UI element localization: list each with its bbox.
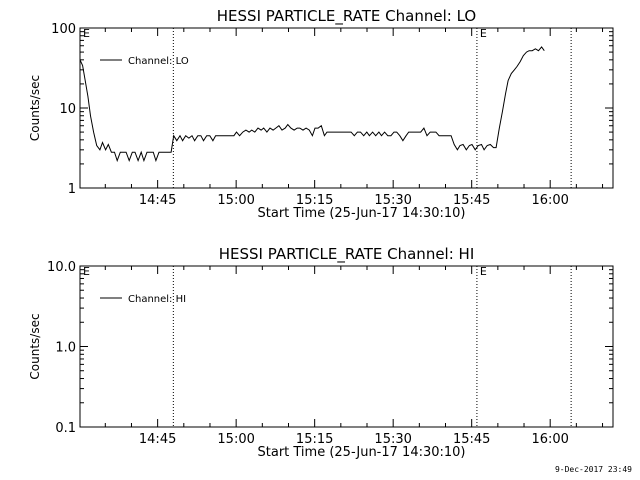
- y-axis-label: Counts/sec: [28, 75, 42, 141]
- x-tick-label: 15:30: [374, 193, 411, 208]
- chart-panel-2: HESSI PARTICLE_RATE Channel: HI Counts/se…: [28, 245, 614, 460]
- x-tick-label: 15:45: [453, 432, 490, 447]
- x-tick-label: 15:30: [374, 432, 411, 447]
- x-tick-label: 16:00: [531, 193, 568, 208]
- x-tick-label: 15:15: [296, 193, 333, 208]
- footer-timestamp: 9-Dec-2017 23:49: [554, 465, 632, 474]
- chart-title: HESSI PARTICLE_RATE Channel: LO: [217, 7, 476, 26]
- series-line: [79, 46, 545, 163]
- event-marker-label: E: [480, 27, 487, 40]
- legend-label: Channel: HI: [128, 294, 186, 305]
- legend-label: Channel: LO: [128, 56, 189, 67]
- plot-frame: [79, 265, 614, 428]
- corner-marker-label: E: [83, 27, 90, 40]
- x-tick-label: 14:45: [139, 432, 176, 447]
- x-tick-label: 15:45: [453, 193, 490, 208]
- y-tick-label: 100: [51, 22, 76, 37]
- y-tick-label: 0.1: [55, 421, 76, 436]
- y-axis-label: Counts/sec: [28, 313, 42, 379]
- x-axis-label: Start Time (25-Jun-17 14:30:10): [258, 206, 466, 221]
- x-tick-label: 15:00: [217, 193, 254, 208]
- y-tick-label: 10: [59, 102, 76, 117]
- event-marker-label: E: [480, 265, 487, 278]
- corner-marker-label: E: [83, 265, 90, 278]
- x-axis-label: Start Time (25-Jun-17 14:30:10): [258, 445, 466, 460]
- y-tick-label: 1.0: [55, 341, 76, 356]
- y-tick-label: 1: [68, 182, 76, 197]
- x-tick-label: 16:00: [531, 432, 568, 447]
- plot-frame: [79, 27, 614, 189]
- chart-panel-1: HESSI PARTICLE_RATE Channel: LO Counts/se…: [28, 7, 614, 221]
- chart-title: HESSI PARTICLE_RATE Channel: HI: [219, 245, 475, 264]
- x-tick-label: 14:45: [139, 193, 176, 208]
- y-tick-label: 10.0: [47, 260, 76, 275]
- x-tick-label: 15:15: [296, 432, 333, 447]
- x-tick-label: 15:00: [217, 432, 254, 447]
